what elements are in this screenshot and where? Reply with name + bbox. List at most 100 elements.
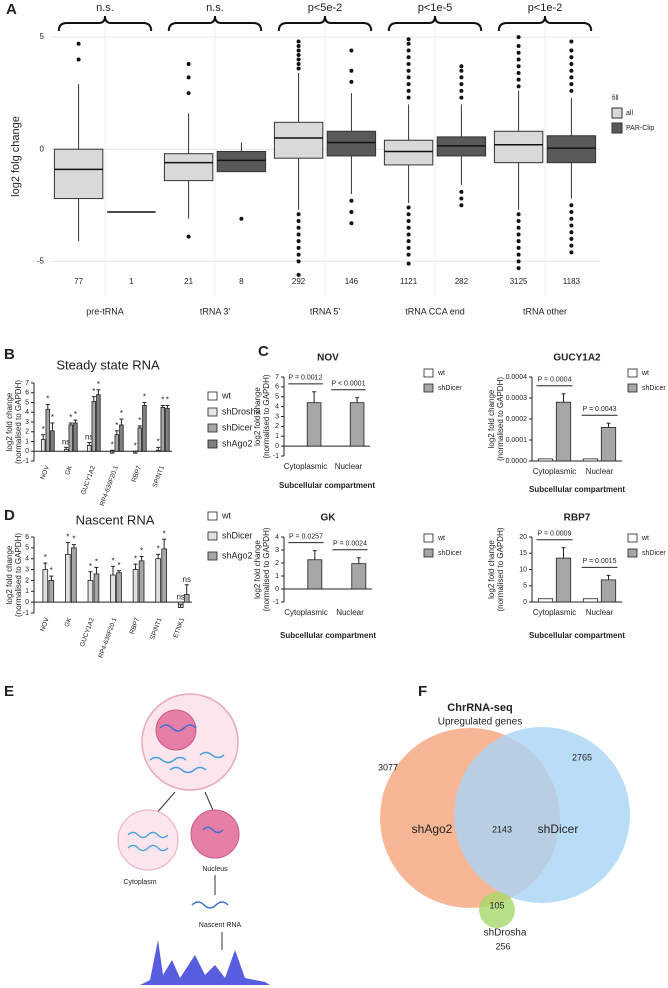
y-tick-label: 3 <box>25 419 29 426</box>
x-tick-label: Nuclear <box>336 608 364 617</box>
cytoplasm-icon <box>117 809 179 871</box>
x-tick-label: Nuclear <box>335 462 363 471</box>
y-tick-label: 6 <box>25 534 29 541</box>
significance-label: ns <box>85 433 93 442</box>
bar <box>349 402 365 447</box>
bar <box>86 444 92 452</box>
outlier <box>569 216 574 221</box>
chart-subtitle: Upregulated genes <box>438 717 523 728</box>
outlier <box>516 259 521 264</box>
significance-label: * <box>166 396 169 405</box>
outlier <box>459 68 464 73</box>
legend-swatch <box>423 368 434 378</box>
x-tick-label: GUCY1A2 <box>79 617 96 648</box>
legend-label: shAgo2 <box>222 550 253 560</box>
outlier <box>459 82 464 87</box>
bracket <box>277 15 373 32</box>
x-tick-label: ETNK1 <box>172 617 186 639</box>
legend-swatch <box>207 391 218 401</box>
outlier <box>296 44 301 49</box>
chart-title: GUCY1A2 <box>553 353 601 364</box>
x-tick-label: tRNA 3' <box>200 306 231 316</box>
outlier <box>459 196 464 201</box>
panel-label: A <box>6 1 17 18</box>
outlier <box>296 239 301 244</box>
legend-swatch <box>627 533 638 543</box>
x-axis-label: Subcellular compartment <box>529 485 625 494</box>
y-tick-label: 2 <box>25 429 29 436</box>
y-axis-label: log2 fold change <box>253 387 262 446</box>
outlier <box>406 205 411 210</box>
p-value-label: P = 0.0004 <box>538 377 572 384</box>
bar <box>68 424 74 452</box>
outlier <box>349 198 354 203</box>
significance-label: * <box>42 425 45 434</box>
legend-swatch <box>207 511 218 521</box>
significance-label: * <box>111 440 114 449</box>
panel-label: C <box>258 343 269 360</box>
x-axis-label: Subcellular compartment <box>280 631 376 640</box>
significance-label: * <box>138 416 141 425</box>
significance-label: * <box>117 561 120 570</box>
legend-swatch <box>627 368 638 378</box>
count-label: 21 <box>184 277 193 286</box>
significance-label: * <box>143 393 146 402</box>
rna <box>159 724 197 732</box>
y-axis-label: (normalised to GAPDH) <box>496 527 505 611</box>
outlier <box>569 88 574 93</box>
bar <box>87 580 94 603</box>
x-tick-label: NOV <box>40 464 52 480</box>
significance-label: * <box>74 410 77 419</box>
outlier <box>76 41 81 46</box>
significance-label: * <box>44 553 47 562</box>
legend-label: shDicer <box>438 550 462 557</box>
significance-label: * <box>92 387 95 396</box>
y-tick-label: -5 <box>37 256 45 265</box>
bar <box>155 449 161 452</box>
outlier <box>406 218 411 223</box>
panel-label: E <box>4 683 14 700</box>
outlier <box>296 272 301 277</box>
y-tick-label: 6 <box>275 384 279 391</box>
y-tick-label: 6 <box>25 390 29 397</box>
p-value-label: P = 0.0024 <box>333 541 367 548</box>
outlier <box>349 48 354 53</box>
legend-swatch <box>423 533 434 543</box>
outlier <box>296 245 301 250</box>
count-label: 1121 <box>400 277 418 286</box>
significance-label: * <box>50 566 53 575</box>
box <box>163 153 214 182</box>
outlier <box>516 218 521 223</box>
outlier <box>406 82 411 87</box>
x-tick-label: Cytoplasmic <box>533 467 577 476</box>
significance-label: * <box>163 529 166 538</box>
p-value-label: P < 0.0001 <box>332 381 366 388</box>
legend-title: fill <box>612 95 619 102</box>
set-count: 3077 <box>378 762 398 772</box>
significance-label: p<5e-2 <box>308 2 343 14</box>
legend-swatch <box>207 407 218 417</box>
y-axis-label: log2 fold change <box>487 389 496 448</box>
rna <box>149 751 225 774</box>
count-label: 1183 <box>563 277 581 286</box>
outlier <box>569 203 574 208</box>
outlier <box>516 232 521 237</box>
y-tick-label: 5 <box>275 394 279 401</box>
count-label: 8 <box>239 277 244 286</box>
legend-label: wt <box>641 535 649 542</box>
legend-label: wt <box>221 390 231 400</box>
y-tick-label: 2 <box>25 577 29 584</box>
outlier <box>406 61 411 66</box>
legend-label: all <box>626 110 633 117</box>
outlier <box>296 61 301 66</box>
bar <box>96 394 101 452</box>
significance-label: n.s. <box>96 2 114 14</box>
y-tick-label: 5 <box>40 32 45 41</box>
bar <box>307 559 323 590</box>
outlier <box>406 37 411 42</box>
y-tick-label: 4 <box>275 403 279 410</box>
y-axis-label: (normalised to GAPDH) <box>496 377 505 461</box>
outlier <box>406 88 411 93</box>
outlier <box>569 210 574 215</box>
